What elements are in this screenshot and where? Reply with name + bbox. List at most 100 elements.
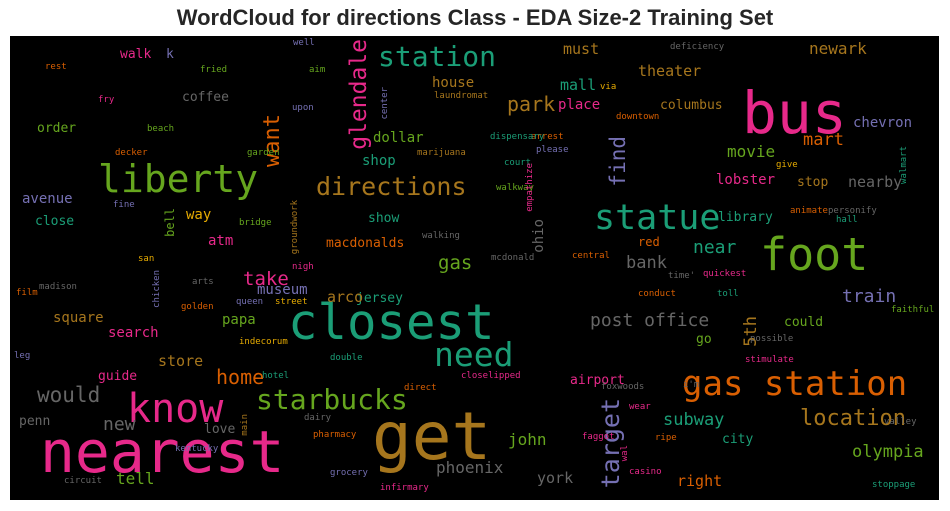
word-show: show (368, 211, 400, 226)
word-conduct: conduct (638, 289, 676, 299)
word-main: main (240, 414, 250, 436)
word-tell: tell (116, 469, 155, 488)
word-wal: wal (620, 445, 630, 462)
word-upon: upon (292, 103, 314, 113)
word-direct: direct (404, 383, 437, 393)
word-arco: arco (327, 288, 364, 306)
word-avenue: avenue (22, 191, 73, 207)
word-nigh: nigh (292, 262, 314, 272)
word-fry: fry (98, 95, 115, 105)
word-airport: airport (570, 373, 625, 388)
word-beach: beach (147, 124, 175, 134)
word-lobster: lobster (716, 172, 776, 188)
word-give: give (776, 160, 798, 170)
word-faithful: faithful (891, 305, 935, 315)
word-could: could (784, 315, 824, 330)
word-way: way (186, 207, 212, 223)
word-location: location (800, 406, 906, 431)
word-closest: closest (288, 294, 495, 351)
word-home: home (216, 365, 265, 389)
word-valley: valley (884, 417, 917, 427)
word-empathize: empathize (525, 163, 535, 212)
word-mall: mall (560, 76, 597, 94)
word-phoenix: phoenix (436, 458, 504, 477)
word-fried: fried (200, 65, 228, 75)
word-papa: papa (222, 312, 256, 328)
word-well: well (293, 38, 315, 48)
word-bell: bell (163, 208, 177, 237)
word-stoppage: stoppage (872, 480, 916, 490)
word-post-office: post office (590, 310, 710, 331)
word-foot: foot (760, 228, 869, 281)
word-know: know (127, 386, 224, 432)
word-central: central (572, 251, 610, 261)
word-possible: possible (750, 334, 794, 344)
word-downtown: downtown (616, 112, 660, 122)
word-search: search (108, 325, 159, 341)
word-nearby: nearby (848, 173, 903, 191)
word-gas-station: gas station (682, 364, 908, 404)
word-indecorum: indecorum (239, 337, 288, 347)
word-pharmacy: pharmacy (313, 430, 357, 440)
word-i-m: i'm (683, 380, 700, 390)
word-starbucks: starbucks (256, 383, 408, 416)
word-would: would (37, 383, 101, 407)
word-wear: wear (629, 402, 651, 412)
word-rest: rest (45, 62, 67, 72)
word-hall: hall (836, 215, 858, 225)
word-circuit: circuit (64, 476, 102, 486)
word-ohio: ohio (531, 219, 547, 253)
word-place: place (558, 97, 601, 113)
word-decker: decker (115, 148, 148, 158)
word-casino: casino (629, 467, 662, 477)
word-leg: leg (14, 351, 31, 361)
word-arrest: arrest (531, 132, 564, 142)
word-personify: personify (828, 206, 877, 216)
word-garden: garden (247, 148, 280, 158)
word-must: must (563, 40, 600, 58)
word-target: target (596, 398, 625, 489)
word-mcdonald: mcdonald (491, 253, 535, 263)
word-infirmary: infirmary (380, 483, 429, 493)
word-olympia: olympia (852, 442, 924, 462)
word-stimulate: stimulate (745, 355, 794, 365)
word-library: library (718, 210, 773, 225)
word-court: court (504, 158, 532, 168)
word-coffee: coffee (182, 90, 229, 105)
word-animate: animate (790, 206, 828, 216)
word-via: via (600, 82, 617, 92)
word-chicken: chicken (152, 270, 162, 308)
word-square: square (53, 310, 104, 326)
word-double: double (330, 353, 363, 363)
word-red: red (638, 235, 660, 249)
word-glendale: glendale (346, 39, 372, 150)
word-new: new (103, 414, 136, 435)
word-mart: mart (803, 130, 844, 150)
word-city: city (722, 432, 754, 447)
word-jersey: jersey (356, 291, 403, 306)
word-john: john (508, 430, 547, 449)
word-marijuana: marijuana (417, 148, 466, 158)
word-theater: theater (638, 62, 702, 80)
word-laundromat: laundromat (434, 91, 489, 101)
word-k: k (166, 47, 174, 62)
word-park: park (507, 92, 556, 116)
word-bank: bank (626, 253, 667, 273)
word-film: film (16, 288, 38, 298)
word-museum: museum (257, 282, 308, 298)
word-love: love (204, 422, 236, 437)
word-nearest: nearest (40, 418, 285, 486)
word-directions: directions (316, 172, 467, 201)
word-faggot: faggot (582, 432, 615, 442)
word-station: station (378, 40, 497, 73)
word-center: center (380, 87, 390, 120)
word-kentucky: kentucky (175, 444, 219, 454)
word-deficiency: deficiency (670, 42, 725, 52)
word-dollar: dollar (373, 130, 424, 146)
word-hotel: hotel (262, 371, 290, 381)
word-find: find (606, 136, 630, 187)
word-chevron: chevron (853, 115, 913, 131)
word-bus: bus (742, 79, 847, 147)
word-golden: golden (181, 302, 214, 312)
word-go: go (696, 332, 712, 347)
